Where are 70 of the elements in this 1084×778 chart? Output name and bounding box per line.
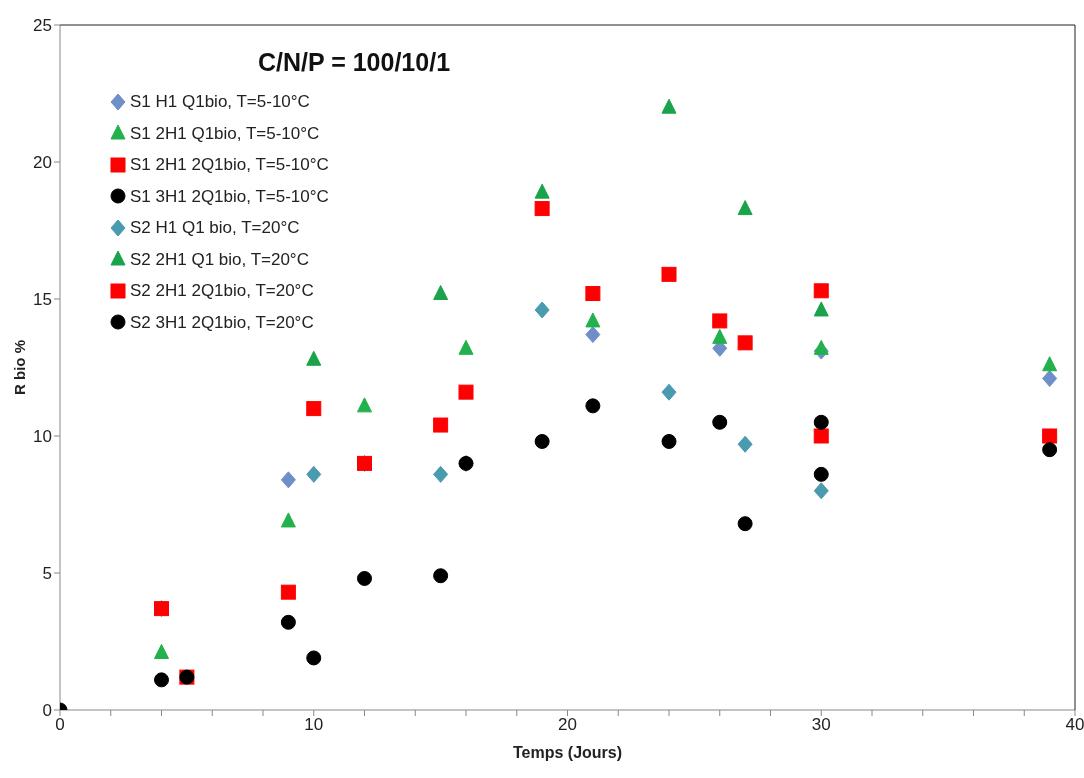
- point: [357, 570, 372, 586]
- legend-label: S2 3H1 2Q1bio, T=20°C: [130, 311, 314, 334]
- point: [433, 465, 449, 483]
- point: [458, 339, 474, 355]
- point: [534, 433, 550, 449]
- point: [280, 471, 296, 489]
- y-tick-label: 0: [42, 701, 52, 721]
- y-tick-label: 5: [42, 564, 52, 584]
- point: [433, 568, 449, 584]
- y-tick-label: 20: [33, 153, 52, 173]
- point: [661, 266, 677, 282]
- point: [813, 283, 829, 299]
- legend-label: S1 H1 Q1bio, T=5-10°C: [130, 91, 310, 113]
- point: [306, 350, 322, 366]
- legend-label: S1 2H1 Q1bio, T=5-10°C: [130, 122, 320, 145]
- point: [280, 614, 296, 630]
- point: [585, 326, 601, 344]
- point: [712, 313, 728, 329]
- legend-label: S1 2H1 2Q1bio, T=5-10°C: [130, 154, 329, 176]
- point: [534, 183, 550, 199]
- point: [712, 414, 728, 430]
- point: [306, 401, 322, 417]
- point: [1042, 356, 1058, 372]
- x-tick-label: 10: [304, 715, 324, 735]
- legend-label: S2 H1 Q1 bio, T=20°C: [130, 217, 300, 239]
- text: C/N/P = 100/10/1: [258, 48, 451, 77]
- point: [280, 584, 296, 600]
- x-tick-label: 20: [558, 715, 577, 735]
- legend-label: S1 3H1 2Q1bio, T=5-10°C: [130, 185, 329, 208]
- point: [458, 384, 474, 400]
- point: [306, 650, 322, 666]
- x-tick-label: 40: [1065, 715, 1084, 735]
- y-tick-label: 10: [33, 427, 52, 447]
- point: [1042, 442, 1058, 458]
- point: [737, 516, 753, 532]
- point: [737, 200, 753, 216]
- point: [813, 482, 829, 500]
- point: [813, 428, 829, 444]
- point: [585, 398, 601, 414]
- point: [1042, 428, 1058, 444]
- y-tick-label: 25: [33, 16, 52, 36]
- legend-label: S2 2H1 2Q1bio, T=20°C: [130, 280, 314, 302]
- point: [813, 339, 829, 355]
- x-axis-title: Temps (Jours): [512, 744, 623, 761]
- point: [306, 465, 322, 483]
- point: [534, 301, 550, 319]
- point: [585, 286, 601, 302]
- point: [712, 328, 728, 344]
- point: [433, 417, 449, 433]
- point: [661, 433, 677, 449]
- point: [813, 466, 829, 482]
- point: [1042, 369, 1058, 387]
- point: [585, 312, 601, 328]
- point: [534, 201, 550, 217]
- y-tick-label: 15: [33, 290, 52, 310]
- point: [813, 301, 829, 317]
- x-tick-label: 30: [811, 715, 831, 735]
- point: [433, 285, 449, 301]
- point: [813, 414, 829, 430]
- point: [661, 98, 677, 114]
- legend-label: S2 2H1 Q1 bio, T=20°C: [130, 248, 309, 271]
- point: [357, 397, 372, 413]
- x-tick-label: 0: [55, 715, 65, 735]
- point: [661, 383, 677, 401]
- y-axis-title: R bio %: [11, 340, 29, 395]
- point: [154, 643, 169, 659]
- point: [280, 512, 296, 528]
- point: [737, 435, 753, 453]
- point: [737, 335, 753, 351]
- point: [154, 672, 169, 688]
